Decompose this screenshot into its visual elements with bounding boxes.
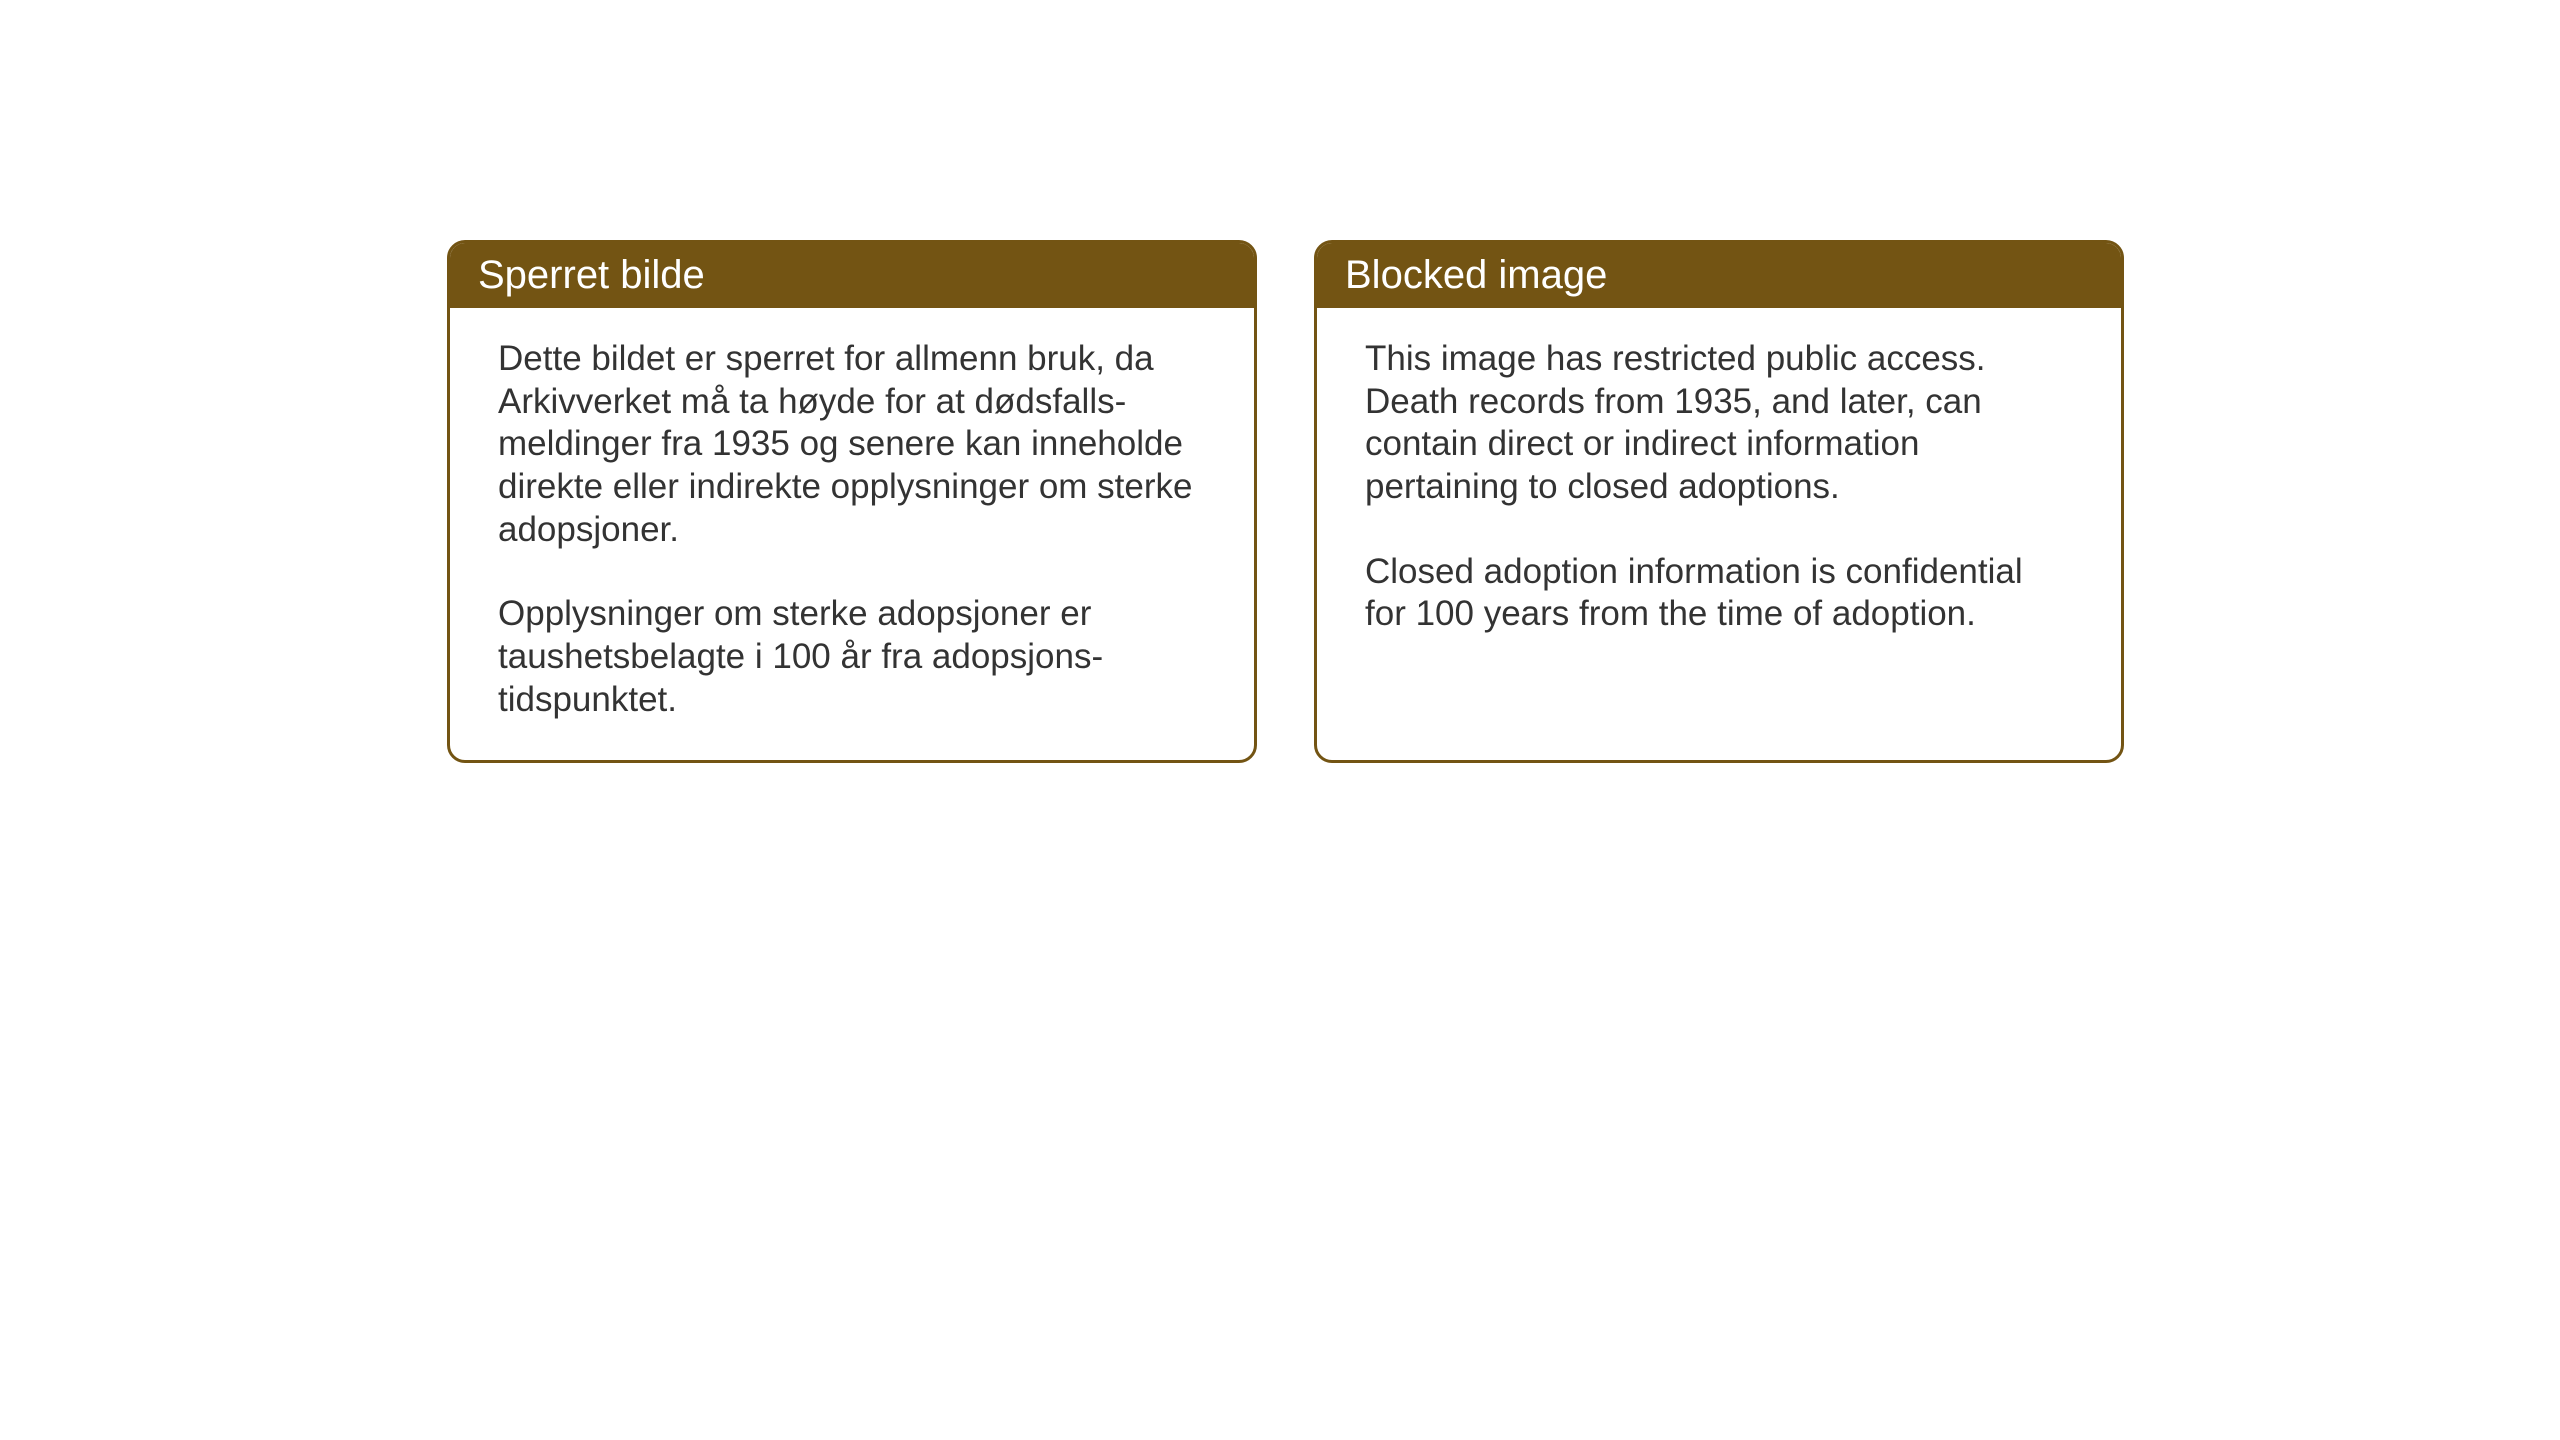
notice-container: Sperret bilde Dette bildet er sperret fo… — [447, 240, 2124, 763]
norwegian-card-body: Dette bildet er sperret for allmenn bruk… — [450, 308, 1254, 760]
norwegian-paragraph-2: Opplysninger om sterke adopsjoner er tau… — [498, 593, 1206, 721]
english-paragraph-1: This image has restricted public access.… — [1365, 338, 2073, 509]
english-card-body: This image has restricted public access.… — [1317, 308, 2121, 674]
norwegian-card-title: Sperret bilde — [450, 243, 1254, 308]
english-card-title: Blocked image — [1317, 243, 2121, 308]
english-paragraph-2: Closed adoption information is confident… — [1365, 551, 2073, 636]
english-notice-card: Blocked image This image has restricted … — [1314, 240, 2124, 763]
norwegian-paragraph-1: Dette bildet er sperret for allmenn bruk… — [498, 338, 1206, 551]
norwegian-notice-card: Sperret bilde Dette bildet er sperret fo… — [447, 240, 1257, 763]
